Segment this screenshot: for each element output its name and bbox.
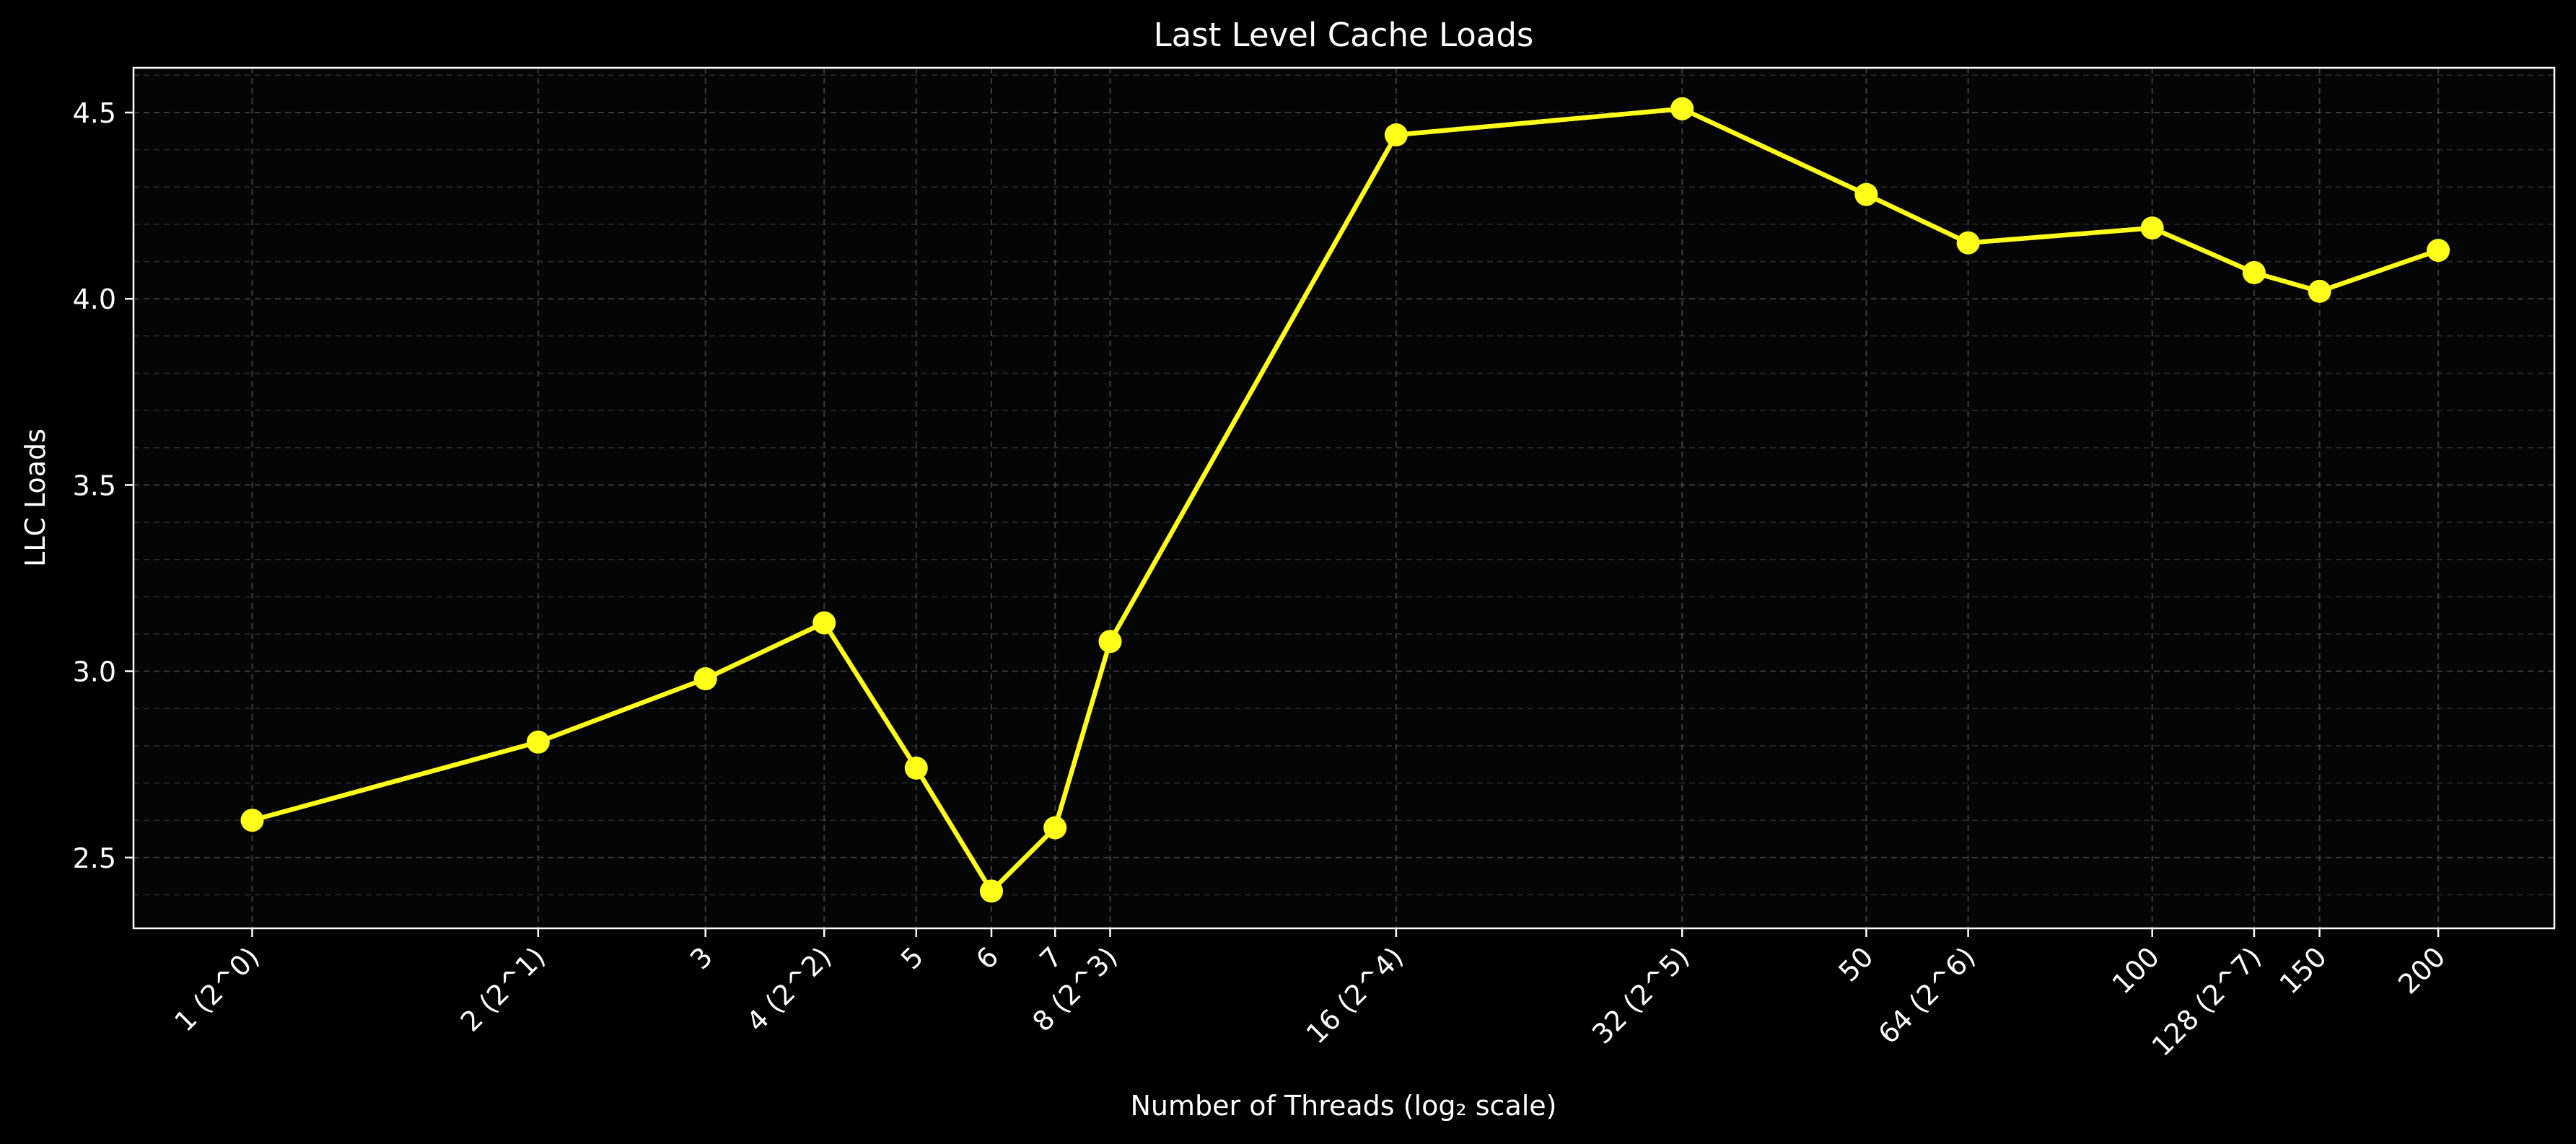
data-point bbox=[693, 667, 717, 690]
data-point bbox=[1956, 231, 1980, 255]
chart-title: Last Level Cache Loads bbox=[1154, 16, 1534, 54]
plot-frame bbox=[132, 66, 2556, 930]
y-tick-label: 4.5 bbox=[73, 97, 116, 129]
data-point bbox=[2427, 239, 2450, 263]
data-point bbox=[2308, 279, 2331, 303]
x-axis-label: Number of Threads (log₂ scale) bbox=[1131, 1090, 1557, 1122]
data-point bbox=[1384, 123, 1408, 146]
data-point bbox=[1098, 630, 1122, 654]
data-point bbox=[240, 809, 264, 832]
data-point bbox=[904, 756, 928, 780]
data-point bbox=[980, 879, 1003, 903]
data-point bbox=[1854, 182, 1878, 206]
series-layer bbox=[240, 97, 2450, 903]
y-tick-label: 2.5 bbox=[73, 842, 116, 874]
data-point bbox=[2242, 261, 2266, 284]
data-point bbox=[2140, 216, 2164, 240]
plot-area bbox=[133, 68, 2554, 928]
y-tick-label: 4.0 bbox=[73, 283, 116, 315]
y-tick-label: 3.0 bbox=[73, 656, 116, 688]
data-point bbox=[526, 730, 550, 754]
y-axis-label: LLC Loads bbox=[19, 428, 51, 567]
y-tick-label: 3.5 bbox=[73, 470, 116, 501]
data-point bbox=[1670, 97, 1694, 120]
grid-lines bbox=[133, 68, 2554, 928]
series-line bbox=[250, 106, 2441, 894]
data-point bbox=[812, 611, 836, 635]
data-point bbox=[1043, 816, 1067, 840]
y-axis: 2.5 3.0 3.5 4.0 4.5 bbox=[73, 97, 133, 874]
